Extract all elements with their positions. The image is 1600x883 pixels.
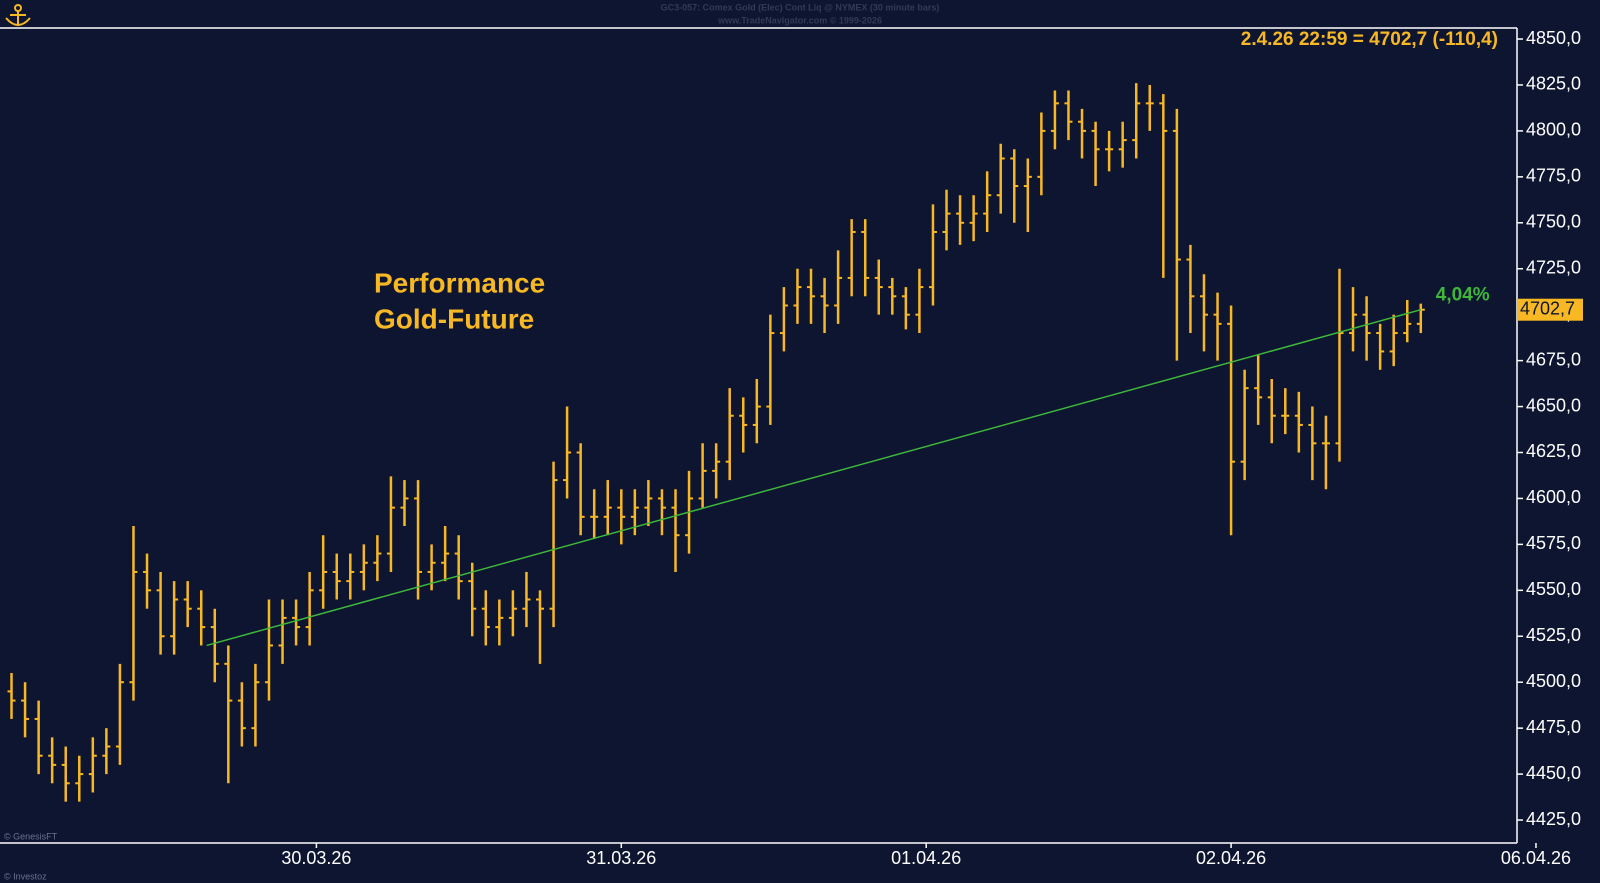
y-tick-label: 4825,0 bbox=[1526, 74, 1581, 94]
x-tick-label: 31.03.26 bbox=[586, 848, 656, 868]
y-tick-label: 4750,0 bbox=[1526, 212, 1581, 232]
x-tick-label: 02.04.26 bbox=[1196, 848, 1266, 868]
logo bbox=[5, 4, 31, 26]
trend-line bbox=[206, 308, 1421, 647]
y-tick-label: 4425,0 bbox=[1526, 809, 1581, 829]
y-tick-label: 4675,0 bbox=[1526, 349, 1581, 369]
y-tick-label: 4450,0 bbox=[1526, 763, 1581, 783]
header: GC3-057: Comex Gold (Elec) Cont Liq @ NY… bbox=[661, 2, 940, 12]
y-tick-label: 4550,0 bbox=[1526, 579, 1581, 599]
y-tick-label: 4500,0 bbox=[1526, 671, 1581, 691]
info-label: 2.4.26 22:59 = 4702,7 (-110,4) bbox=[1241, 29, 1498, 50]
x-tick-label: 06.04.26 bbox=[1501, 848, 1571, 868]
footer: © Investoz bbox=[4, 871, 47, 881]
y-tick-label: 4650,0 bbox=[1526, 395, 1581, 415]
y-tick-label: 4850,0 bbox=[1526, 28, 1581, 48]
trend-label: 4,04% bbox=[1436, 285, 1490, 306]
y-tick-label: 4600,0 bbox=[1526, 487, 1581, 507]
last-price-label: 4702,7 bbox=[1520, 298, 1575, 318]
last-price-flag bbox=[1517, 298, 1583, 321]
y-tick-label: 4625,0 bbox=[1526, 441, 1581, 461]
copyright: © GenesisFT bbox=[4, 831, 58, 841]
x-tick-label: 30.03.26 bbox=[281, 848, 351, 868]
subheader: www.TradeNavigator.com © 1999-2026 bbox=[717, 15, 882, 25]
y-tick-label: 4775,0 bbox=[1526, 166, 1581, 186]
y-tick-label: 4800,0 bbox=[1526, 120, 1581, 140]
y-tick-label: 4525,0 bbox=[1526, 625, 1581, 645]
y-tick-label: 4475,0 bbox=[1526, 717, 1581, 737]
annotation: Gold-Future bbox=[374, 303, 534, 334]
y-tick-label: 4575,0 bbox=[1526, 533, 1581, 553]
y-tick-label: 4725,0 bbox=[1526, 257, 1581, 277]
x-tick-label: 01.04.26 bbox=[891, 848, 961, 868]
annotation: Performance bbox=[374, 267, 545, 298]
